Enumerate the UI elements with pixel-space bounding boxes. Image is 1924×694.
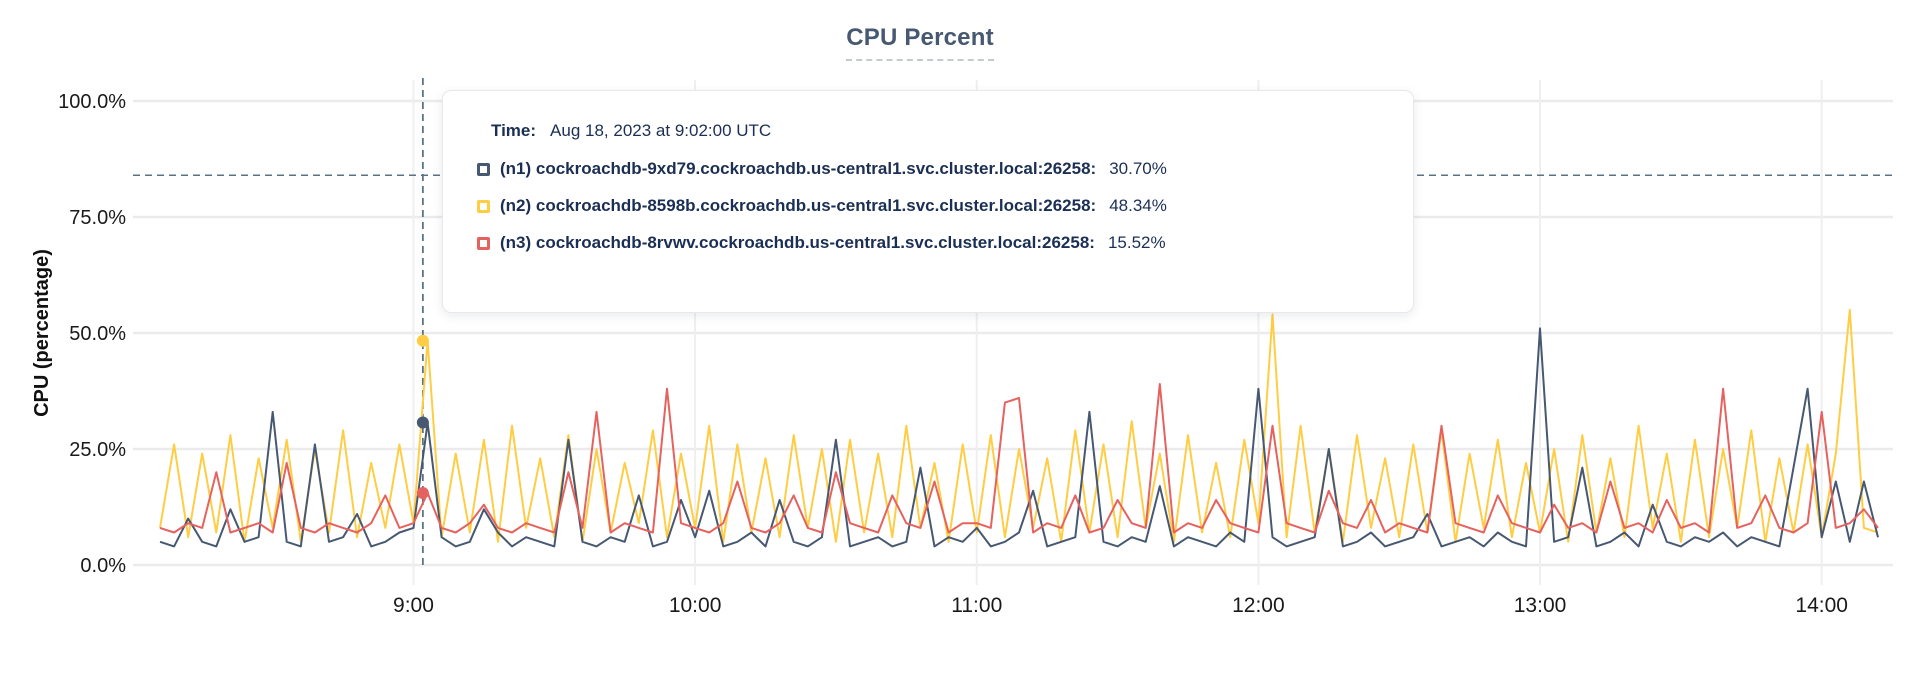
series-value: 30.70% — [1109, 159, 1167, 178]
series-line-n1 — [159, 327, 1879, 548]
series-line-n3 — [159, 383, 1879, 534]
x-tick-label: 11:00 — [951, 594, 1002, 617]
series-line-n2 — [159, 308, 1879, 543]
series-swatch-icon — [477, 162, 490, 176]
series-name: (n2) cockroachdb-8598b.cockroachdb.us-ce… — [500, 196, 1097, 215]
series-name: (n1) cockroachdb-9xd79.cockroachdb.us-ce… — [500, 159, 1097, 178]
y-tick-label: 0.0% — [80, 555, 126, 577]
series-swatch-icon — [477, 199, 490, 213]
hover-tooltip: Time: Aug 18, 2023 at 9:02:00 UTC (n1) co… — [442, 90, 1414, 313]
hover-dot-n1 — [416, 416, 429, 429]
x-tick-label: 10:00 — [669, 594, 722, 617]
tooltip-series-row: (n3) cockroachdb-8rvwv.cockroachdb.us-ce… — [477, 233, 1379, 253]
hover-dot-n2 — [416, 334, 429, 347]
series-value: 15.52% — [1107, 233, 1166, 252]
x-tick-label: 14:00 — [1795, 594, 1848, 617]
hover-dot-n3 — [416, 486, 429, 499]
x-tick-label: 12:00 — [1232, 594, 1285, 617]
series-value: 48.34% — [1109, 196, 1167, 215]
x-tick-label: 13:00 — [1514, 594, 1567, 617]
tooltip-time-value: Aug 18, 2023 at 9:02:00 UTC — [550, 121, 772, 140]
series-name: (n3) cockroachdb-8rvwv.cockroachdb.us-ce… — [500, 233, 1095, 252]
series-swatch-icon — [477, 236, 490, 250]
y-axis-title: CPU (percentage) — [31, 249, 53, 417]
tooltip-time-row: Time: Aug 18, 2023 at 9:02:00 UTC — [491, 121, 1379, 141]
y-tick-label: 75.0% — [69, 207, 126, 229]
x-tick-label: 9:00 — [393, 594, 434, 617]
y-tick-label: 100.0% — [58, 91, 126, 113]
chart-title-wrap: CPU Percent — [0, 24, 1840, 61]
y-tick-label: 25.0% — [69, 439, 126, 461]
tooltip-series-row: (n1) cockroachdb-9xd79.cockroachdb.us-ce… — [477, 159, 1379, 179]
y-tick-label: 50.0% — [69, 323, 126, 345]
tooltip-time-label: Time: — [491, 121, 537, 140]
chart-title[interactable]: CPU Percent — [846, 24, 994, 61]
tooltip-series-row: (n2) cockroachdb-8598b.cockroachdb.us-ce… — [477, 196, 1379, 216]
tooltip-series-rows: (n1) cockroachdb-9xd79.cockroachdb.us-ce… — [477, 159, 1379, 253]
